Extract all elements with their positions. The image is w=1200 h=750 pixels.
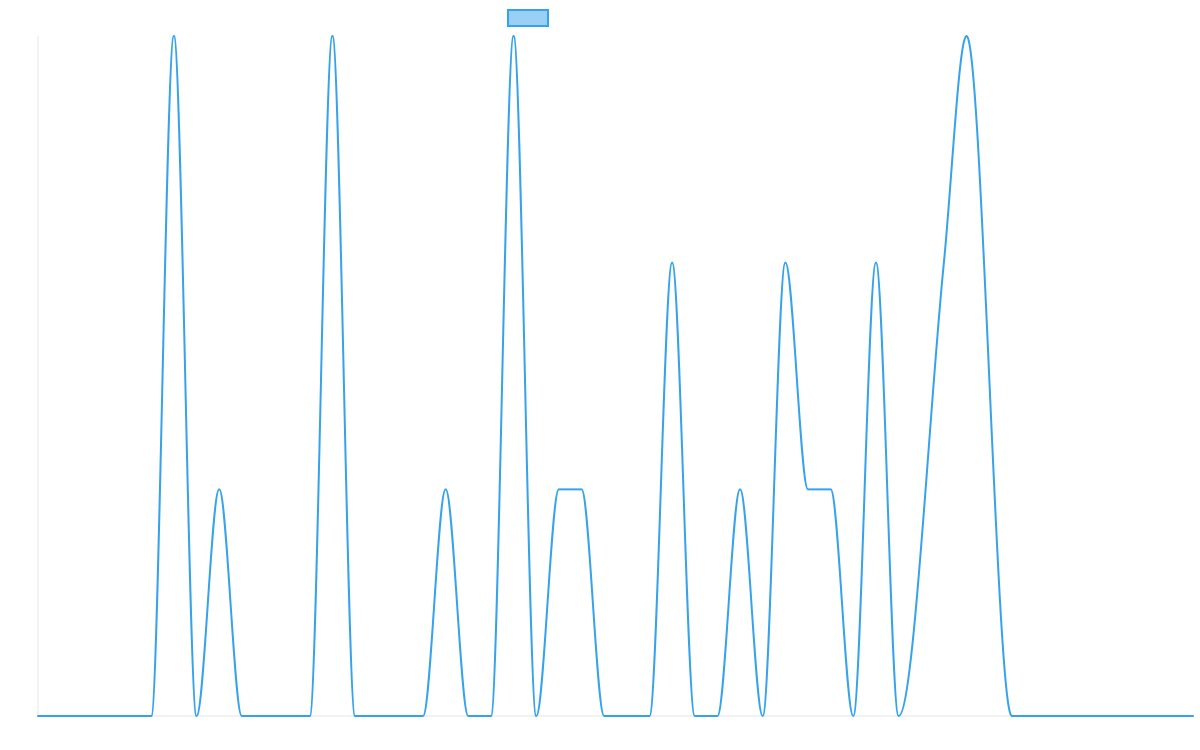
legend-swatch[interactable]: [507, 9, 549, 27]
legend[interactable]: [507, 9, 549, 27]
series-line-0: [37, 35, 1194, 718]
series-layer: [37, 35, 1194, 718]
